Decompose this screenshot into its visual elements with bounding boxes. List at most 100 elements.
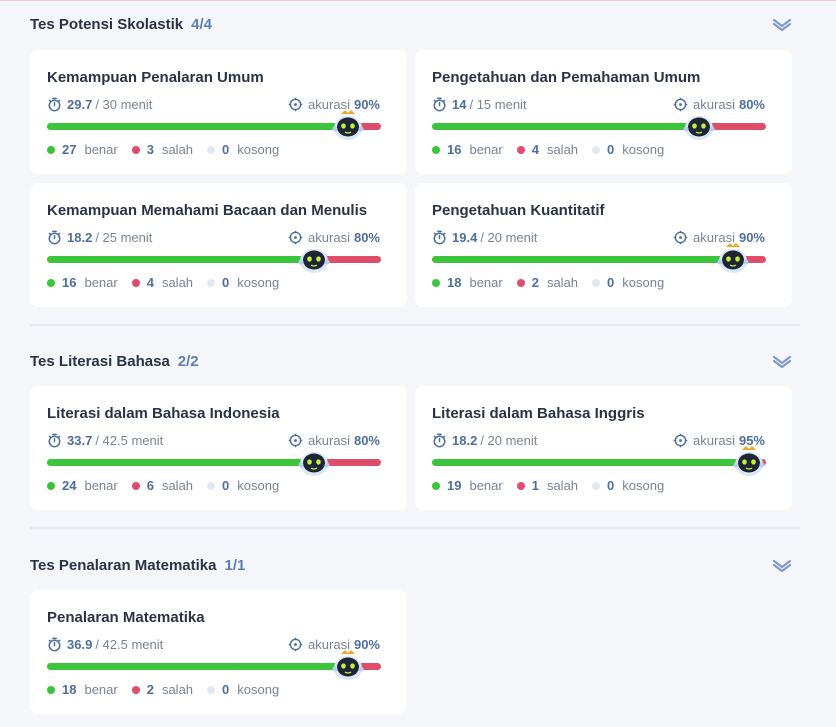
stopwatch-icon [433,433,446,448]
accuracy-info: akurasi 90% [288,97,380,112]
robot-mascot-icon [332,110,364,140]
correct-dot [47,685,55,694]
progress-bar-fill [47,256,315,263]
card-title: Literasi dalam Bahasa Inggris [432,405,645,422]
time-spent: 18.2 [67,230,93,245]
wrong-label: salah [546,275,579,290]
wrong-dot [131,278,140,287]
chevron-down-icon[interactable] [772,14,792,34]
section-title: Tes Penalaran Matematika 1/1 [30,557,245,574]
time-total: / 25 menit [95,230,153,245]
empty-count: 0 [607,275,615,290]
empty-count: 0 [222,275,230,290]
crosshair-icon [288,230,303,245]
wrong-label: salah [161,142,194,157]
correct-count: 16 [62,275,77,290]
wrong-label: salah [161,682,194,697]
empty-dot [592,481,601,490]
progress-bar-fill [432,123,700,130]
correct-label: benar [469,478,503,493]
card-title: Pengetahuan dan Pemahaman Umum [432,69,701,86]
accuracy-value: 90% [353,637,380,652]
card-title: Pengetahuan Kuantitatif [432,202,605,219]
time-info: 29.7 / 30 menit [47,97,152,112]
progress-bar [47,663,381,670]
progress-bar [47,256,381,263]
subtest-card[interactable]: Literasi dalam Bahasa Indonesia 33.7 / 4… [30,386,407,510]
empty-dot [207,145,216,154]
wrong-label: salah [546,478,579,493]
empty-dot [207,278,216,287]
accuracy-label: akurasi [693,97,735,112]
time-info: 33.7 / 42.5 menit [47,433,163,448]
card-title: Literasi dalam Bahasa Indonesia [47,405,280,422]
chevron-down-icon[interactable] [772,555,792,575]
empty-label: kosong [237,275,280,290]
answer-stats: 18 benar 2 salah 0 kosong [432,275,678,290]
time-spent: 18.2 [452,433,478,448]
accuracy-info: akurasi 80% [673,97,765,112]
empty-label: kosong [237,682,280,697]
section-title-text: Tes Literasi Bahasa [30,353,170,370]
wrong-count: 2 [146,682,154,697]
answer-stats: 19 benar 1 salah 0 kosong [432,478,678,493]
stopwatch-icon [48,230,61,245]
accuracy-value: 80% [353,433,380,448]
crosshair-icon [673,97,688,112]
correct-count: 24 [62,478,77,493]
subtest-card[interactable]: Literasi dalam Bahasa Inggris 18.2 / 20 … [415,386,792,510]
time-total: / 30 menit [95,97,153,112]
progress-bar [432,256,766,263]
chevron-down-icon[interactable] [772,351,792,371]
accuracy-info: akurasi 80% [288,433,380,448]
correct-label: benar [84,682,118,697]
crosshair-icon [288,637,303,652]
accuracy-value: 80% [738,97,765,112]
time-spent: 36.9 [67,637,93,652]
empty-label: kosong [237,478,280,493]
robot-mascot-icon [298,249,330,273]
progress-bar [432,123,766,130]
wrong-dot [516,278,525,287]
subtest-card[interactable]: Kemampuan Memahami Bacaan dan Menulis 18… [30,183,407,307]
section-header[interactable]: Tes Penalaran Matematika 1/1 [30,551,800,581]
correct-label: benar [469,142,503,157]
correct-label: benar [469,275,503,290]
correct-count: 18 [62,682,77,697]
stopwatch-icon [48,97,61,112]
answer-stats: 18 benar 2 salah 0 kosong [47,682,293,697]
subtest-card[interactable]: Pengetahuan dan Pemahaman Umum 14 / 15 m… [415,50,792,174]
progress-bar-fill [47,663,348,670]
empty-count: 0 [607,142,615,157]
time-total: / 20 menit [480,230,538,245]
card-title: Kemampuan Memahami Bacaan dan Menulis [47,202,368,219]
time-total: / 42.5 menit [95,637,164,652]
section-header[interactable]: Tes Literasi Bahasa 2/2 [30,347,800,377]
correct-label: benar [84,275,118,290]
correct-dot [47,481,55,490]
wrong-count: 4 [146,275,154,290]
crosshair-icon [673,433,688,448]
section-header[interactable]: Tes Potensi Skolastik 4/4 [30,10,800,40]
subtest-card[interactable]: Penalaran Matematika 36.9 / 42.5 menit a… [30,590,407,714]
section-count: 1/1 [224,557,246,574]
empty-label: kosong [237,142,280,157]
correct-dot [432,481,440,490]
accuracy-label: akurasi [693,433,735,448]
accuracy-info: akurasi 90% [288,637,380,652]
progress-bar-fill [47,459,315,466]
correct-dot [432,278,440,287]
empty-label: kosong [622,275,665,290]
wrong-label: salah [161,478,194,493]
time-info: 18.2 / 25 menit [47,230,152,245]
accuracy-value: 80% [353,230,380,245]
subtest-card[interactable]: Kemampuan Penalaran Umum 29.7 / 30 menit… [30,50,407,174]
top-border [0,0,836,1]
answer-stats: 27 benar 3 salah 0 kosong [47,142,293,157]
time-spent: 29.7 [67,97,93,112]
empty-count: 0 [222,478,230,493]
correct-count: 16 [447,142,462,157]
accuracy-value: 90% [353,97,380,112]
subtest-card[interactable]: Pengetahuan Kuantitatif 19.4 / 20 menit … [415,183,792,307]
wrong-dot [516,481,525,490]
